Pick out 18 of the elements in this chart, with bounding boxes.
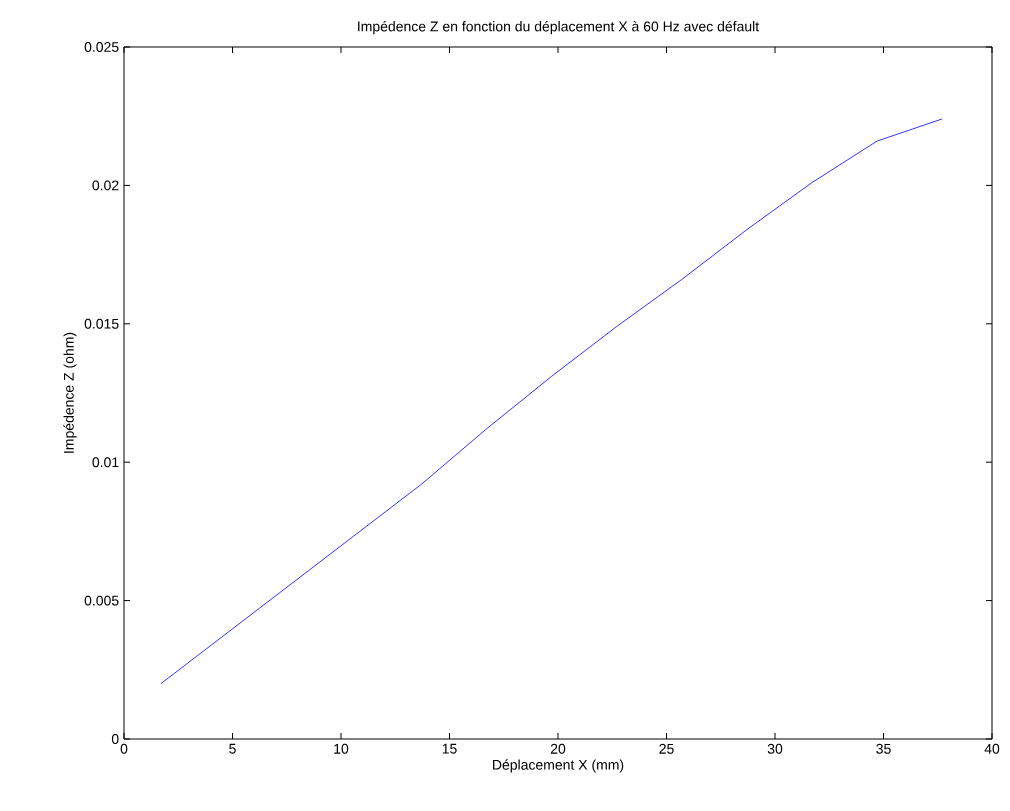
chart-title: Impédence Z en fonction du déplacement X à 60 Hz avec défault — [358, 20, 760, 35]
y-tick-label: 0.025 — [84, 42, 119, 52]
x-tick-label: 15 — [442, 743, 457, 754]
x-tick-label: 0 — [120, 743, 128, 754]
y-tick-label: 0.015 — [84, 318, 119, 329]
x-tick-label: 20 — [550, 743, 566, 754]
x-tick-label: 40 — [984, 743, 1000, 754]
x-tick-label: 10 — [334, 743, 349, 754]
y-tick-label: 0 — [111, 734, 119, 744]
x-tick-label: 25 — [659, 743, 674, 754]
y-axis-title: Impédence Z (ohm) — [63, 332, 77, 453]
y-tick-label: 0.02 — [92, 180, 119, 191]
x-tick-label: 35 — [876, 743, 891, 754]
x-axis-title: Déplacement X (mm) — [493, 759, 624, 773]
y-tick-label: 0.005 — [84, 595, 119, 606]
y-tick-label: 0.01 — [92, 457, 119, 468]
x-tick-label: 30 — [767, 743, 783, 754]
x-tick-label: 5 — [229, 743, 236, 754]
